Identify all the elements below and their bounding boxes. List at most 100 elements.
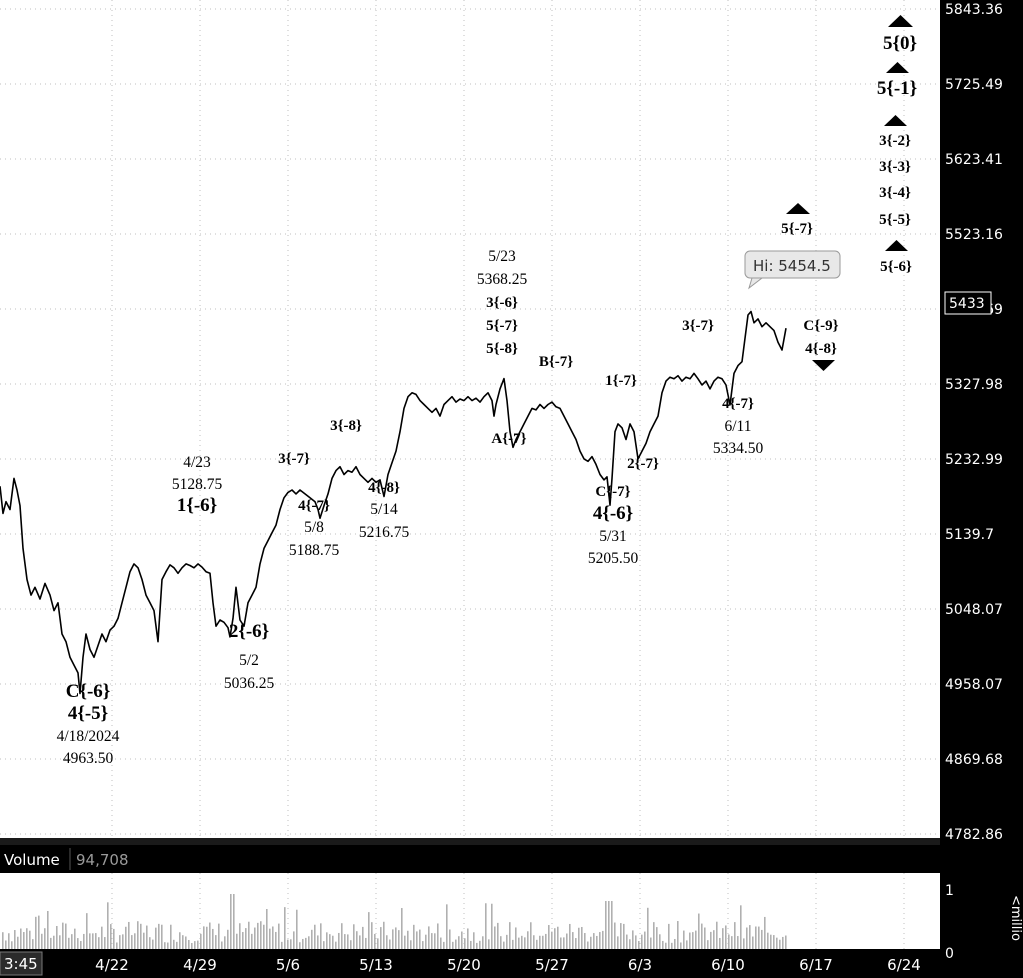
- volume-bar: [119, 935, 121, 949]
- volume-bar: [323, 941, 325, 949]
- wave-label-text: 5/23: [488, 248, 516, 265]
- volume-bar: [407, 930, 409, 949]
- price-series-line: [0, 310, 787, 695]
- volume-bar: [650, 937, 652, 949]
- wave-label-a13: C{-7} 4{-6} 5/31 5205.50: [588, 484, 639, 567]
- volume-bar: [197, 940, 199, 949]
- volume-bar: [536, 939, 538, 949]
- wave-label-a7: 4{-8} 5/14 5216.75: [359, 480, 410, 541]
- volume-bar: [494, 926, 496, 949]
- volume-bar: [434, 933, 436, 949]
- volume-bar: [188, 939, 190, 949]
- volume-bar: [644, 931, 646, 949]
- volume-bar: [779, 939, 781, 949]
- down-triangle-icon: [812, 360, 835, 371]
- volume-bar: [392, 929, 394, 949]
- volume-bar: [674, 938, 676, 949]
- volume-bar: [242, 932, 244, 949]
- volume-bar: [203, 926, 205, 949]
- wave-label-text: 4{-7}: [722, 396, 754, 412]
- volume-bar: [728, 934, 730, 949]
- volume-bar: [647, 907, 649, 949]
- wave-label-text: 4{-6}: [593, 503, 633, 524]
- volume-bar: [440, 937, 442, 949]
- volume-bar: [587, 941, 589, 949]
- wave-label-a14: 3{-7}: [682, 318, 714, 334]
- volume-bar: [23, 932, 25, 949]
- volume-bar: [461, 931, 463, 949]
- volume-bar: [755, 926, 757, 949]
- volume-bar: [236, 933, 238, 949]
- volume-bar: [599, 932, 601, 949]
- price-axis-panel[interactable]: [940, 0, 1023, 978]
- wave-label-text: 5334.50: [713, 440, 764, 457]
- volume-bar: [212, 928, 214, 949]
- volume-bar: [719, 937, 721, 949]
- volume-bar: [734, 922, 736, 949]
- volume-bar: [614, 922, 616, 949]
- wave-label-text: 3{-8}: [330, 418, 362, 434]
- volume-bar: [557, 926, 559, 949]
- volume-bar: [698, 913, 700, 949]
- wave-label-text: 4{-8}: [368, 480, 400, 496]
- volume-value: 94,708: [76, 851, 129, 869]
- wave-label-text: 5188.75: [289, 542, 340, 559]
- volume-pane[interactable]: [0, 873, 940, 949]
- volume-bar: [254, 927, 256, 949]
- volume-bar: [374, 933, 376, 949]
- volume-bar: [575, 938, 577, 949]
- wave-label-text: 5{-8}: [486, 341, 518, 357]
- wave-label-a11: 1{-7}: [605, 373, 637, 389]
- volume-bar: [578, 927, 580, 949]
- volume-bar: [416, 931, 418, 949]
- wave-label-text: 4{-7}: [298, 498, 330, 514]
- wave-label-text: 3{-7}: [278, 451, 310, 467]
- time-label-box: [0, 951, 43, 976]
- wave-label-text: A{-7}: [491, 431, 526, 447]
- date-tick-label: 6/24: [887, 956, 921, 974]
- volume-bar: [377, 938, 379, 949]
- wave-label-text: 5{-5}: [879, 212, 911, 228]
- volume-label: Volume: [4, 851, 60, 869]
- volume-bar: [743, 938, 745, 949]
- pane-divider[interactable]: [0, 838, 940, 845]
- wave-label-text: 2{-7}: [627, 456, 659, 472]
- volume-bar: [104, 937, 106, 949]
- volume-bar: [383, 921, 385, 949]
- volume-bar: [758, 926, 760, 949]
- volume-bar: [350, 940, 352, 949]
- volume-bar: [137, 921, 139, 949]
- volume-bar: [68, 937, 70, 949]
- volume-bar: [452, 941, 454, 949]
- volume-bar: [269, 928, 271, 949]
- wave-label-a8: 5/23 5368.25 3{-6} 5{-7} 5{-8}: [477, 248, 528, 357]
- volume-bar: [92, 933, 94, 949]
- last-price-marker: [944, 291, 992, 315]
- volume-bar: [14, 930, 16, 949]
- date-axis-panel[interactable]: [0, 949, 1023, 978]
- volume-bar: [752, 936, 754, 949]
- volume-bar: [116, 942, 118, 949]
- last-price-label: 5433: [949, 296, 985, 312]
- volume-bar: [560, 937, 562, 949]
- volume-bar: [185, 936, 187, 949]
- volume-bar: [785, 935, 787, 949]
- wave-label-text: 2{-6}: [229, 621, 269, 642]
- volume-bar: [245, 928, 247, 949]
- volume-bar: [149, 937, 151, 949]
- volume-bar: [470, 940, 472, 949]
- volume-bar: [581, 926, 583, 949]
- volume-bar: [443, 941, 445, 949]
- volume-bar: [488, 939, 490, 949]
- volume-bar: [722, 928, 724, 949]
- plot-area[interactable]: [0, 0, 940, 838]
- wave-label-text: 5/31: [599, 528, 627, 545]
- date-tick-label: 5/27: [535, 956, 569, 974]
- volume-bar: [164, 942, 166, 949]
- volume-bar: [5, 940, 7, 949]
- wave-label-text: C{-6}: [66, 681, 111, 702]
- time-label: 3:45: [4, 955, 38, 973]
- volume-bar: [542, 935, 544, 949]
- wave-label-text: C{-7}: [595, 484, 630, 500]
